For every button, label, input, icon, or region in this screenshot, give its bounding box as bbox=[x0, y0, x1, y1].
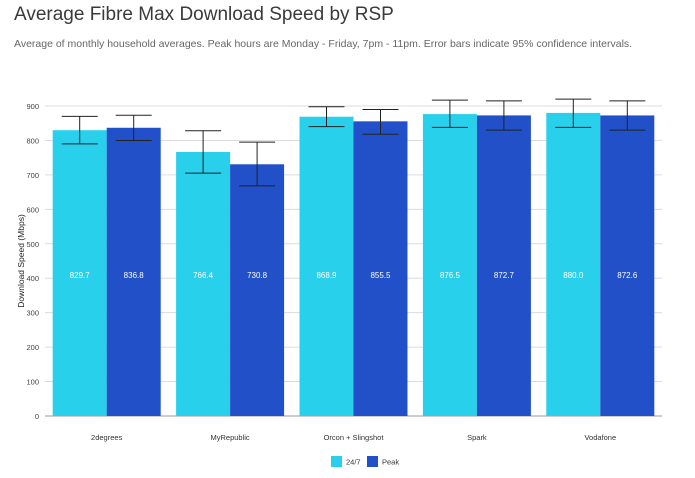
y-tick-label: 200 bbox=[26, 343, 39, 352]
bar-value-label: 868.9 bbox=[316, 271, 337, 280]
chart-title: Average Fibre Max Download Speed by RSP bbox=[14, 4, 394, 25]
y-tick-label: 0 bbox=[35, 412, 39, 421]
y-tick-label: 400 bbox=[26, 274, 39, 283]
bar-value-label: 836.8 bbox=[124, 271, 145, 280]
bar bbox=[600, 115, 655, 416]
bar-value-label: 876.5 bbox=[440, 271, 461, 280]
x-tick-label: MyRepublic bbox=[211, 433, 250, 442]
bar bbox=[476, 115, 531, 417]
y-tick-label: 800 bbox=[26, 136, 39, 145]
x-tick-label: Spark bbox=[467, 433, 487, 442]
bar-value-label: 730.8 bbox=[247, 271, 268, 280]
x-tick-label: Vodafone bbox=[584, 433, 616, 442]
bar bbox=[176, 152, 231, 417]
legend-swatch bbox=[367, 456, 378, 467]
y-tick-label: 500 bbox=[26, 240, 39, 249]
y-tick-label: 900 bbox=[26, 102, 39, 111]
bar-value-label: 855.5 bbox=[370, 271, 391, 280]
bar-value-label: 872.7 bbox=[494, 271, 515, 280]
bar bbox=[52, 130, 107, 416]
x-tick-label: Orcon + Slingshot bbox=[324, 433, 385, 442]
bar bbox=[546, 112, 601, 416]
y-tick-label: 600 bbox=[26, 205, 39, 214]
y-axis-title: Download Speed (Mbps) bbox=[16, 214, 26, 308]
bar bbox=[299, 116, 354, 416]
legend-label: Peak bbox=[382, 458, 399, 467]
bar-value-label: 872.6 bbox=[617, 271, 638, 280]
bar bbox=[422, 114, 477, 416]
y-tick-label: 700 bbox=[26, 171, 39, 180]
y-tick-label: 300 bbox=[26, 309, 39, 318]
bar-value-label: 829.7 bbox=[70, 271, 91, 280]
bar-value-label: 880.0 bbox=[563, 271, 584, 280]
y-tick-label: 100 bbox=[26, 378, 39, 387]
bar-value-label: 766.4 bbox=[193, 271, 214, 280]
chart-subtitle: Average of monthly household averages. P… bbox=[14, 38, 633, 50]
bar bbox=[353, 121, 408, 417]
bar bbox=[106, 127, 161, 416]
x-tick-label: 2degrees bbox=[91, 433, 123, 442]
bar bbox=[230, 164, 285, 416]
legend-label: 24/7 bbox=[346, 458, 361, 467]
legend-swatch bbox=[331, 456, 342, 467]
